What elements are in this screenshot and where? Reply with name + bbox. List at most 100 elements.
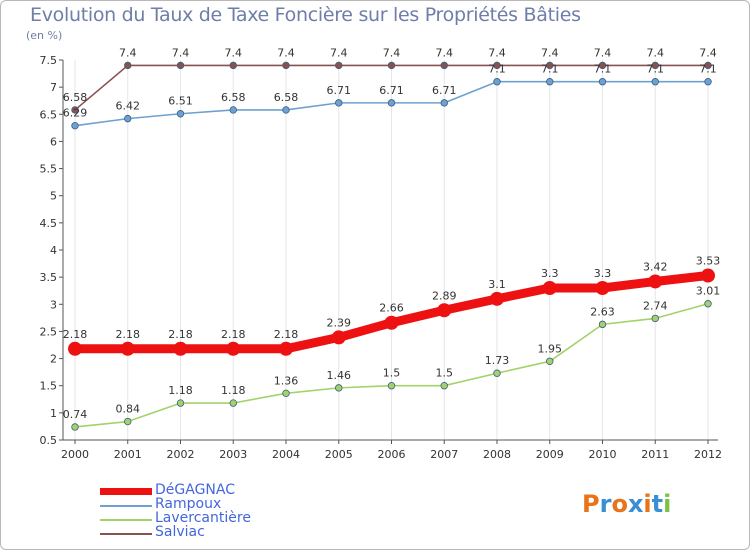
- data-point: [229, 106, 237, 114]
- data-point: [71, 106, 79, 114]
- y-tick-label: 3: [50, 298, 57, 311]
- data-label: 2.18: [63, 328, 88, 341]
- data-label: 3.3: [594, 267, 612, 280]
- y-tick-label: 7: [50, 81, 57, 94]
- legend-label: Lavercantière: [155, 510, 251, 526]
- data-point: [440, 99, 448, 107]
- x-tick-label: 2012: [694, 448, 722, 461]
- y-tick-label: 7.5: [40, 54, 58, 67]
- y-tick-label: 1: [50, 407, 57, 420]
- data-point: [440, 61, 448, 70]
- y-tick-label: 1.5: [40, 380, 58, 393]
- y-tick-label: 5: [50, 190, 57, 203]
- data-label: 7.4: [594, 46, 612, 59]
- legend-label: Rampoux: [155, 496, 222, 512]
- data-point: [120, 341, 135, 356]
- data-point: [546, 61, 554, 70]
- data-label: 0.74: [63, 408, 88, 421]
- data-label: 2.39: [327, 316, 352, 329]
- data-label: 1.36: [274, 374, 299, 387]
- data-point: [493, 61, 501, 70]
- data-label: 7.1: [647, 63, 665, 76]
- data-point: [651, 314, 659, 323]
- x-tick-label: 2001: [114, 448, 142, 461]
- data-point: [387, 382, 396, 390]
- data-point: [598, 78, 607, 86]
- data-label: 7.1: [541, 63, 559, 76]
- data-label: 2.18: [116, 328, 141, 341]
- legend-item: Rampoux: [100, 496, 320, 512]
- legend-label: Salviac: [155, 524, 205, 540]
- x-tick-label: 2006: [378, 448, 406, 461]
- data-label: 2.89: [432, 289, 457, 302]
- data-point: [546, 78, 554, 86]
- x-tick-label: 2008: [483, 448, 511, 461]
- data-point: [335, 61, 343, 70]
- legend-swatch: [100, 488, 152, 495]
- data-label: 6.71: [327, 84, 352, 97]
- data-point: [437, 303, 452, 318]
- data-point: [176, 399, 185, 407]
- y-tick-label: 6.5: [40, 108, 58, 121]
- data-label: 1.46: [327, 369, 352, 382]
- legend-swatch: [100, 505, 152, 507]
- data-label: 7.1: [699, 63, 717, 76]
- chart-title: Evolution du Taux de Taxe Foncière sur l…: [30, 4, 581, 26]
- data-point: [124, 417, 132, 426]
- data-point: [124, 61, 132, 70]
- data-point: [71, 423, 79, 431]
- data-point: [68, 341, 82, 356]
- logo-letter: r: [599, 490, 612, 518]
- data-label: 6.51: [168, 95, 193, 108]
- data-point: [704, 78, 712, 86]
- data-label: 7.4: [488, 46, 506, 59]
- data-point: [282, 106, 290, 114]
- data-label: 7.4: [225, 46, 243, 59]
- data-label: 3.53: [696, 255, 721, 268]
- logo-letter: t: [651, 490, 664, 518]
- data-label: 7.4: [172, 46, 190, 59]
- data-point: [176, 110, 185, 118]
- logo-letter: P: [582, 490, 600, 518]
- data-point: [493, 369, 501, 377]
- data-label: 2.63: [590, 305, 615, 318]
- data-point: [335, 99, 343, 107]
- data-label: 0.84: [116, 403, 141, 416]
- data-point: [648, 274, 663, 289]
- y-tick-label: 0.5: [40, 434, 58, 447]
- data-point: [493, 78, 501, 86]
- data-label: 6.29: [63, 107, 88, 120]
- data-label: 7.4: [277, 46, 295, 59]
- data-label: 1.95: [538, 342, 563, 355]
- legend-swatch: [100, 519, 152, 521]
- data-point: [282, 389, 290, 398]
- x-tick-label: 2007: [430, 448, 458, 461]
- data-point: [490, 291, 504, 306]
- data-label: 7.4: [330, 46, 348, 59]
- data-point: [387, 99, 396, 107]
- y-tick-label: 5.5: [40, 163, 58, 176]
- y-tick-label: 4: [50, 244, 57, 257]
- data-label: 6.71: [379, 84, 404, 97]
- data-label: 6.58: [221, 91, 246, 104]
- data-label: 7.1: [488, 63, 506, 76]
- data-label: 7.4: [436, 46, 454, 59]
- logo-letter: x: [627, 490, 644, 518]
- logo-letter: i: [663, 490, 672, 518]
- data-point: [176, 61, 185, 70]
- data-point: [704, 300, 712, 308]
- data-point: [598, 61, 607, 70]
- data-point: [598, 320, 607, 329]
- data-point: [701, 268, 715, 283]
- data-point: [384, 315, 399, 330]
- x-tick-label: 2003: [219, 448, 247, 461]
- data-point: [387, 61, 396, 70]
- x-tick-label: 2011: [641, 448, 669, 461]
- data-label: 2.74: [643, 299, 668, 312]
- x-tick-label: 2005: [325, 448, 353, 461]
- data-point: [226, 341, 241, 356]
- data-label: 6.58: [63, 91, 88, 104]
- data-label: 1.5: [436, 367, 454, 380]
